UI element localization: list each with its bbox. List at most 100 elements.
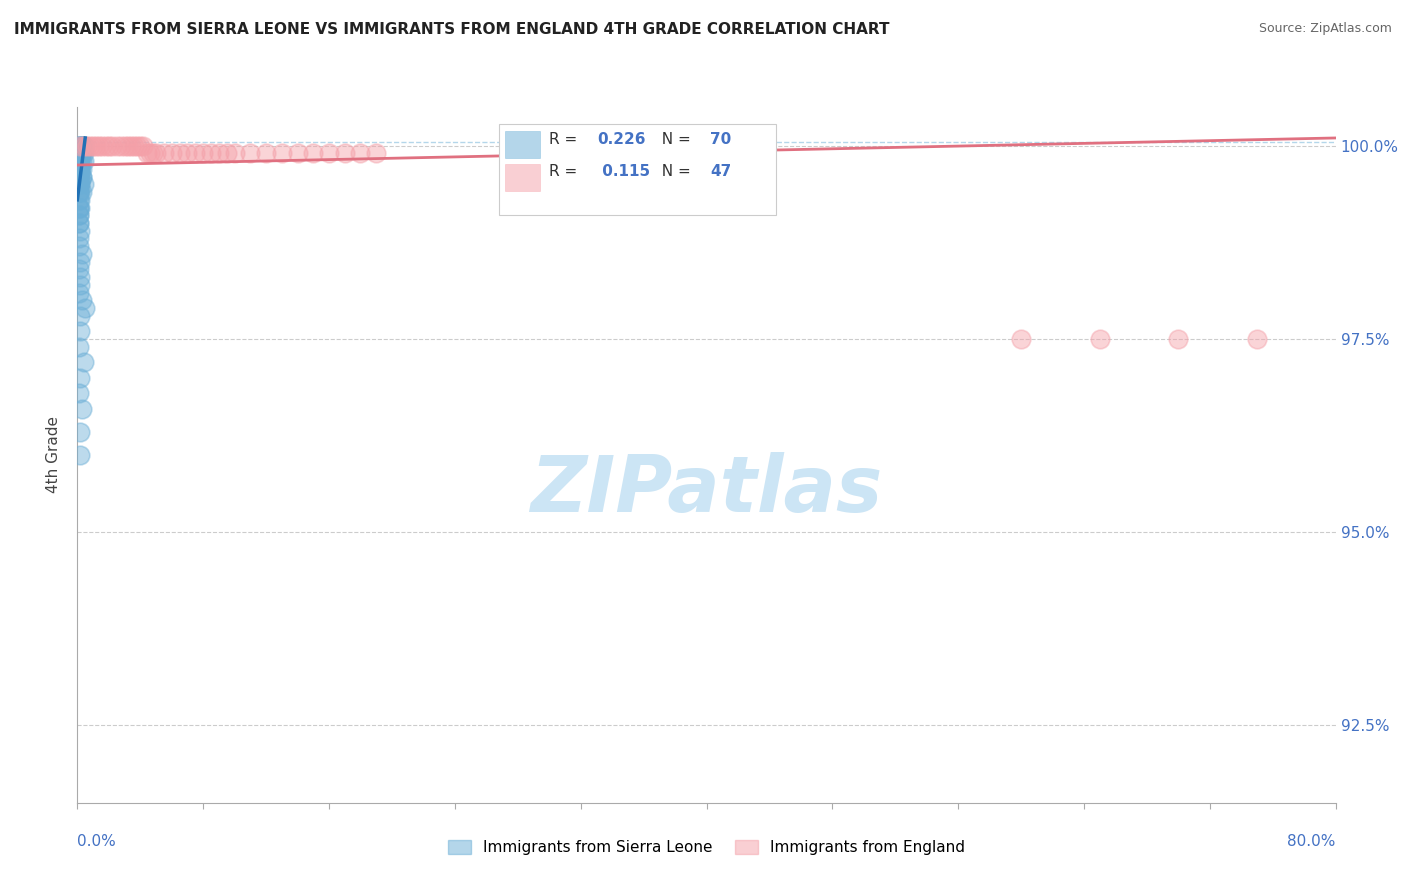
Point bbox=[69, 448, 91, 462]
Point bbox=[70, 247, 93, 261]
Point bbox=[82, 138, 104, 153]
Point bbox=[69, 161, 91, 176]
Text: 70: 70 bbox=[710, 132, 731, 147]
Point bbox=[72, 146, 94, 161]
Point bbox=[69, 138, 91, 153]
Point bbox=[69, 224, 91, 238]
Point bbox=[191, 146, 215, 161]
Point bbox=[69, 161, 91, 176]
Point bbox=[72, 138, 94, 153]
Point bbox=[84, 138, 107, 153]
Point bbox=[67, 216, 90, 230]
Point bbox=[142, 146, 165, 161]
Point bbox=[94, 138, 117, 153]
Point bbox=[184, 146, 207, 161]
Point bbox=[67, 169, 90, 184]
Point bbox=[69, 146, 91, 161]
Legend: Immigrants from Sierra Leone, Immigrants from England: Immigrants from Sierra Leone, Immigrants… bbox=[441, 834, 972, 862]
Text: N =: N = bbox=[652, 132, 696, 147]
Point bbox=[70, 138, 93, 153]
Point bbox=[132, 138, 155, 153]
Point bbox=[67, 161, 90, 176]
Point bbox=[69, 193, 91, 207]
Point bbox=[138, 146, 160, 161]
Point bbox=[67, 193, 90, 207]
Point bbox=[67, 161, 90, 176]
Point bbox=[145, 146, 167, 161]
Point bbox=[69, 146, 91, 161]
Point bbox=[67, 386, 90, 401]
Point bbox=[67, 340, 90, 354]
Point bbox=[69, 154, 91, 169]
Point bbox=[69, 178, 91, 192]
Point bbox=[349, 146, 371, 161]
Point bbox=[101, 138, 124, 153]
Point bbox=[1246, 332, 1268, 346]
Point bbox=[287, 146, 309, 161]
Point bbox=[69, 201, 91, 215]
Point bbox=[1167, 332, 1189, 346]
Point bbox=[208, 146, 231, 161]
Text: R =: R = bbox=[550, 164, 582, 179]
Point bbox=[70, 185, 93, 199]
Point bbox=[302, 146, 325, 161]
Point bbox=[366, 146, 388, 161]
Point bbox=[333, 146, 356, 161]
Point bbox=[318, 146, 340, 161]
Point bbox=[127, 138, 149, 153]
Point bbox=[67, 178, 90, 192]
Point bbox=[72, 154, 94, 169]
Point bbox=[122, 138, 145, 153]
Point bbox=[69, 324, 91, 338]
Point bbox=[135, 146, 157, 161]
Point bbox=[110, 138, 132, 153]
Bar bbox=[505, 164, 540, 191]
Point bbox=[105, 138, 128, 153]
Point bbox=[176, 146, 198, 161]
Point bbox=[91, 138, 114, 153]
Point bbox=[67, 138, 90, 153]
Point bbox=[114, 138, 136, 153]
Point bbox=[67, 262, 90, 277]
Text: 47: 47 bbox=[710, 164, 731, 179]
Text: 0.0%: 0.0% bbox=[77, 834, 117, 849]
Point bbox=[67, 138, 90, 153]
Point bbox=[72, 178, 94, 192]
Point bbox=[69, 178, 91, 192]
Point bbox=[129, 138, 152, 153]
Point bbox=[67, 208, 90, 222]
Point bbox=[67, 201, 90, 215]
Point bbox=[72, 138, 94, 153]
Text: N =: N = bbox=[652, 164, 696, 179]
Text: ZIPatlas: ZIPatlas bbox=[530, 451, 883, 528]
Point bbox=[70, 146, 93, 161]
Point bbox=[70, 138, 93, 153]
Point bbox=[69, 309, 91, 323]
Point bbox=[75, 301, 97, 315]
Point bbox=[70, 146, 93, 161]
Point bbox=[69, 254, 91, 268]
Text: R =: R = bbox=[550, 132, 582, 147]
Point bbox=[69, 370, 91, 384]
Point bbox=[69, 185, 91, 199]
Point bbox=[67, 208, 90, 222]
Point bbox=[70, 293, 93, 308]
Point bbox=[67, 154, 90, 169]
Point bbox=[153, 146, 176, 161]
Point bbox=[69, 425, 91, 439]
FancyBboxPatch shape bbox=[499, 124, 776, 215]
Point bbox=[67, 285, 90, 300]
Text: 80.0%: 80.0% bbox=[1288, 834, 1336, 849]
Point bbox=[67, 161, 90, 176]
Point bbox=[160, 146, 183, 161]
Point bbox=[79, 138, 101, 153]
Point bbox=[72, 355, 94, 369]
Point bbox=[67, 169, 90, 184]
Point bbox=[169, 146, 191, 161]
Point bbox=[239, 146, 262, 161]
Point bbox=[1088, 332, 1111, 346]
Point bbox=[67, 216, 90, 230]
Point bbox=[69, 161, 91, 176]
Point bbox=[67, 239, 90, 253]
Point bbox=[270, 146, 292, 161]
